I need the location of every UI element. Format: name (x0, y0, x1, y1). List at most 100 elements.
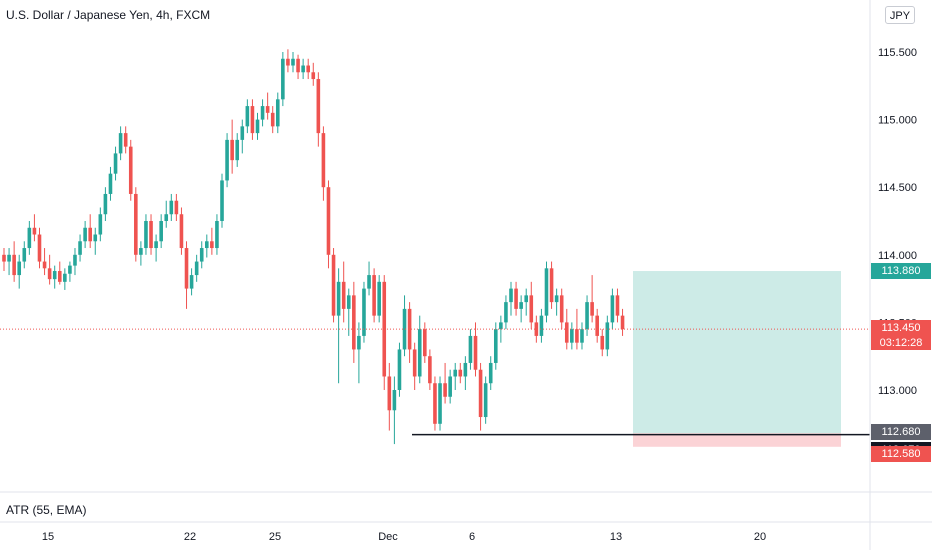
candle-body (7, 254, 11, 262)
candle (260, 99, 265, 127)
candle (199, 241, 204, 269)
candle (407, 302, 412, 363)
candle (164, 200, 169, 228)
candle-body (27, 227, 32, 249)
candle (615, 288, 620, 323)
candle-body (68, 265, 72, 274)
candle-body (134, 193, 138, 255)
candle-body (57, 271, 62, 282)
candle (27, 221, 32, 255)
candle (245, 99, 250, 134)
candle (397, 342, 402, 397)
candle (590, 275, 594, 323)
candle (346, 288, 351, 336)
candle (230, 119, 234, 174)
candle-body (438, 383, 442, 424)
candle (478, 362, 483, 431)
candle (382, 275, 387, 390)
candle (215, 214, 219, 255)
candle (559, 288, 564, 330)
candle (52, 265, 57, 289)
candles (2, 49, 625, 445)
candle-body (2, 254, 6, 262)
candle (336, 268, 341, 384)
candle-body (118, 133, 123, 154)
candle-body (235, 139, 240, 161)
candle (205, 234, 209, 258)
candle-body (108, 173, 113, 194)
candle-body (514, 288, 518, 309)
overlays (0, 328, 870, 436)
candle-body (483, 383, 488, 418)
candle (524, 288, 529, 316)
candle (488, 356, 493, 390)
candle (473, 322, 478, 377)
candle (357, 322, 361, 384)
candle (438, 376, 442, 431)
candle (235, 133, 240, 167)
candle-body (610, 295, 615, 323)
candle-body (240, 126, 245, 140)
candle-body (164, 214, 169, 221)
candle-body (179, 214, 184, 249)
candle-body (433, 383, 437, 424)
candle (265, 92, 270, 120)
candle (316, 72, 321, 147)
candle (534, 315, 539, 343)
candle-body (499, 322, 503, 330)
candle (372, 268, 376, 323)
candle (179, 207, 184, 255)
x-tick-label: Dec (378, 531, 398, 543)
candle (392, 376, 397, 445)
currency-button[interactable]: JPY (885, 6, 915, 24)
candle-body (199, 248, 204, 262)
candle-body (453, 369, 458, 377)
candle-body (428, 356, 432, 384)
candle-body (139, 248, 143, 255)
candle (402, 295, 407, 357)
y-tick-label: 113.000 (878, 385, 917, 397)
candle (291, 52, 295, 73)
candle (240, 119, 245, 154)
candle (123, 126, 128, 154)
candle (529, 281, 534, 330)
candle-body (549, 268, 554, 303)
candle-body (539, 315, 544, 336)
candle (580, 322, 584, 350)
candle (458, 362, 463, 384)
candle-body (367, 275, 371, 289)
candle-body (336, 281, 341, 316)
candle (149, 214, 153, 255)
y-tick-label: 115.500 (878, 47, 917, 59)
candle (296, 54, 300, 80)
candle-body (215, 221, 219, 249)
candle-body (397, 349, 402, 390)
candle (605, 315, 610, 357)
candle-body (311, 72, 316, 80)
candle (73, 248, 77, 276)
candle (225, 133, 229, 188)
candle-body (316, 79, 321, 134)
candle-body (570, 329, 574, 343)
candle-body (615, 295, 620, 316)
candle-body (194, 261, 199, 276)
candle-body (301, 65, 305, 73)
candle (367, 261, 371, 296)
candle (564, 308, 569, 350)
candle-body (154, 241, 158, 249)
candle-body (600, 335, 605, 350)
y-tick-label: 114.000 (878, 250, 917, 262)
candle-body (52, 271, 57, 280)
candle-body (346, 295, 351, 309)
candle-body (83, 227, 87, 242)
x-tick-label: 25 (269, 531, 281, 543)
x-tick-label: 15 (42, 531, 54, 543)
candle (463, 356, 468, 390)
indicator-label[interactable]: ATR (55, EMA) (6, 503, 87, 517)
candle-body (37, 234, 42, 262)
candle-body (291, 58, 295, 66)
candle (281, 52, 285, 107)
x-tick-label: 22 (184, 531, 196, 543)
candle-body (73, 254, 77, 266)
